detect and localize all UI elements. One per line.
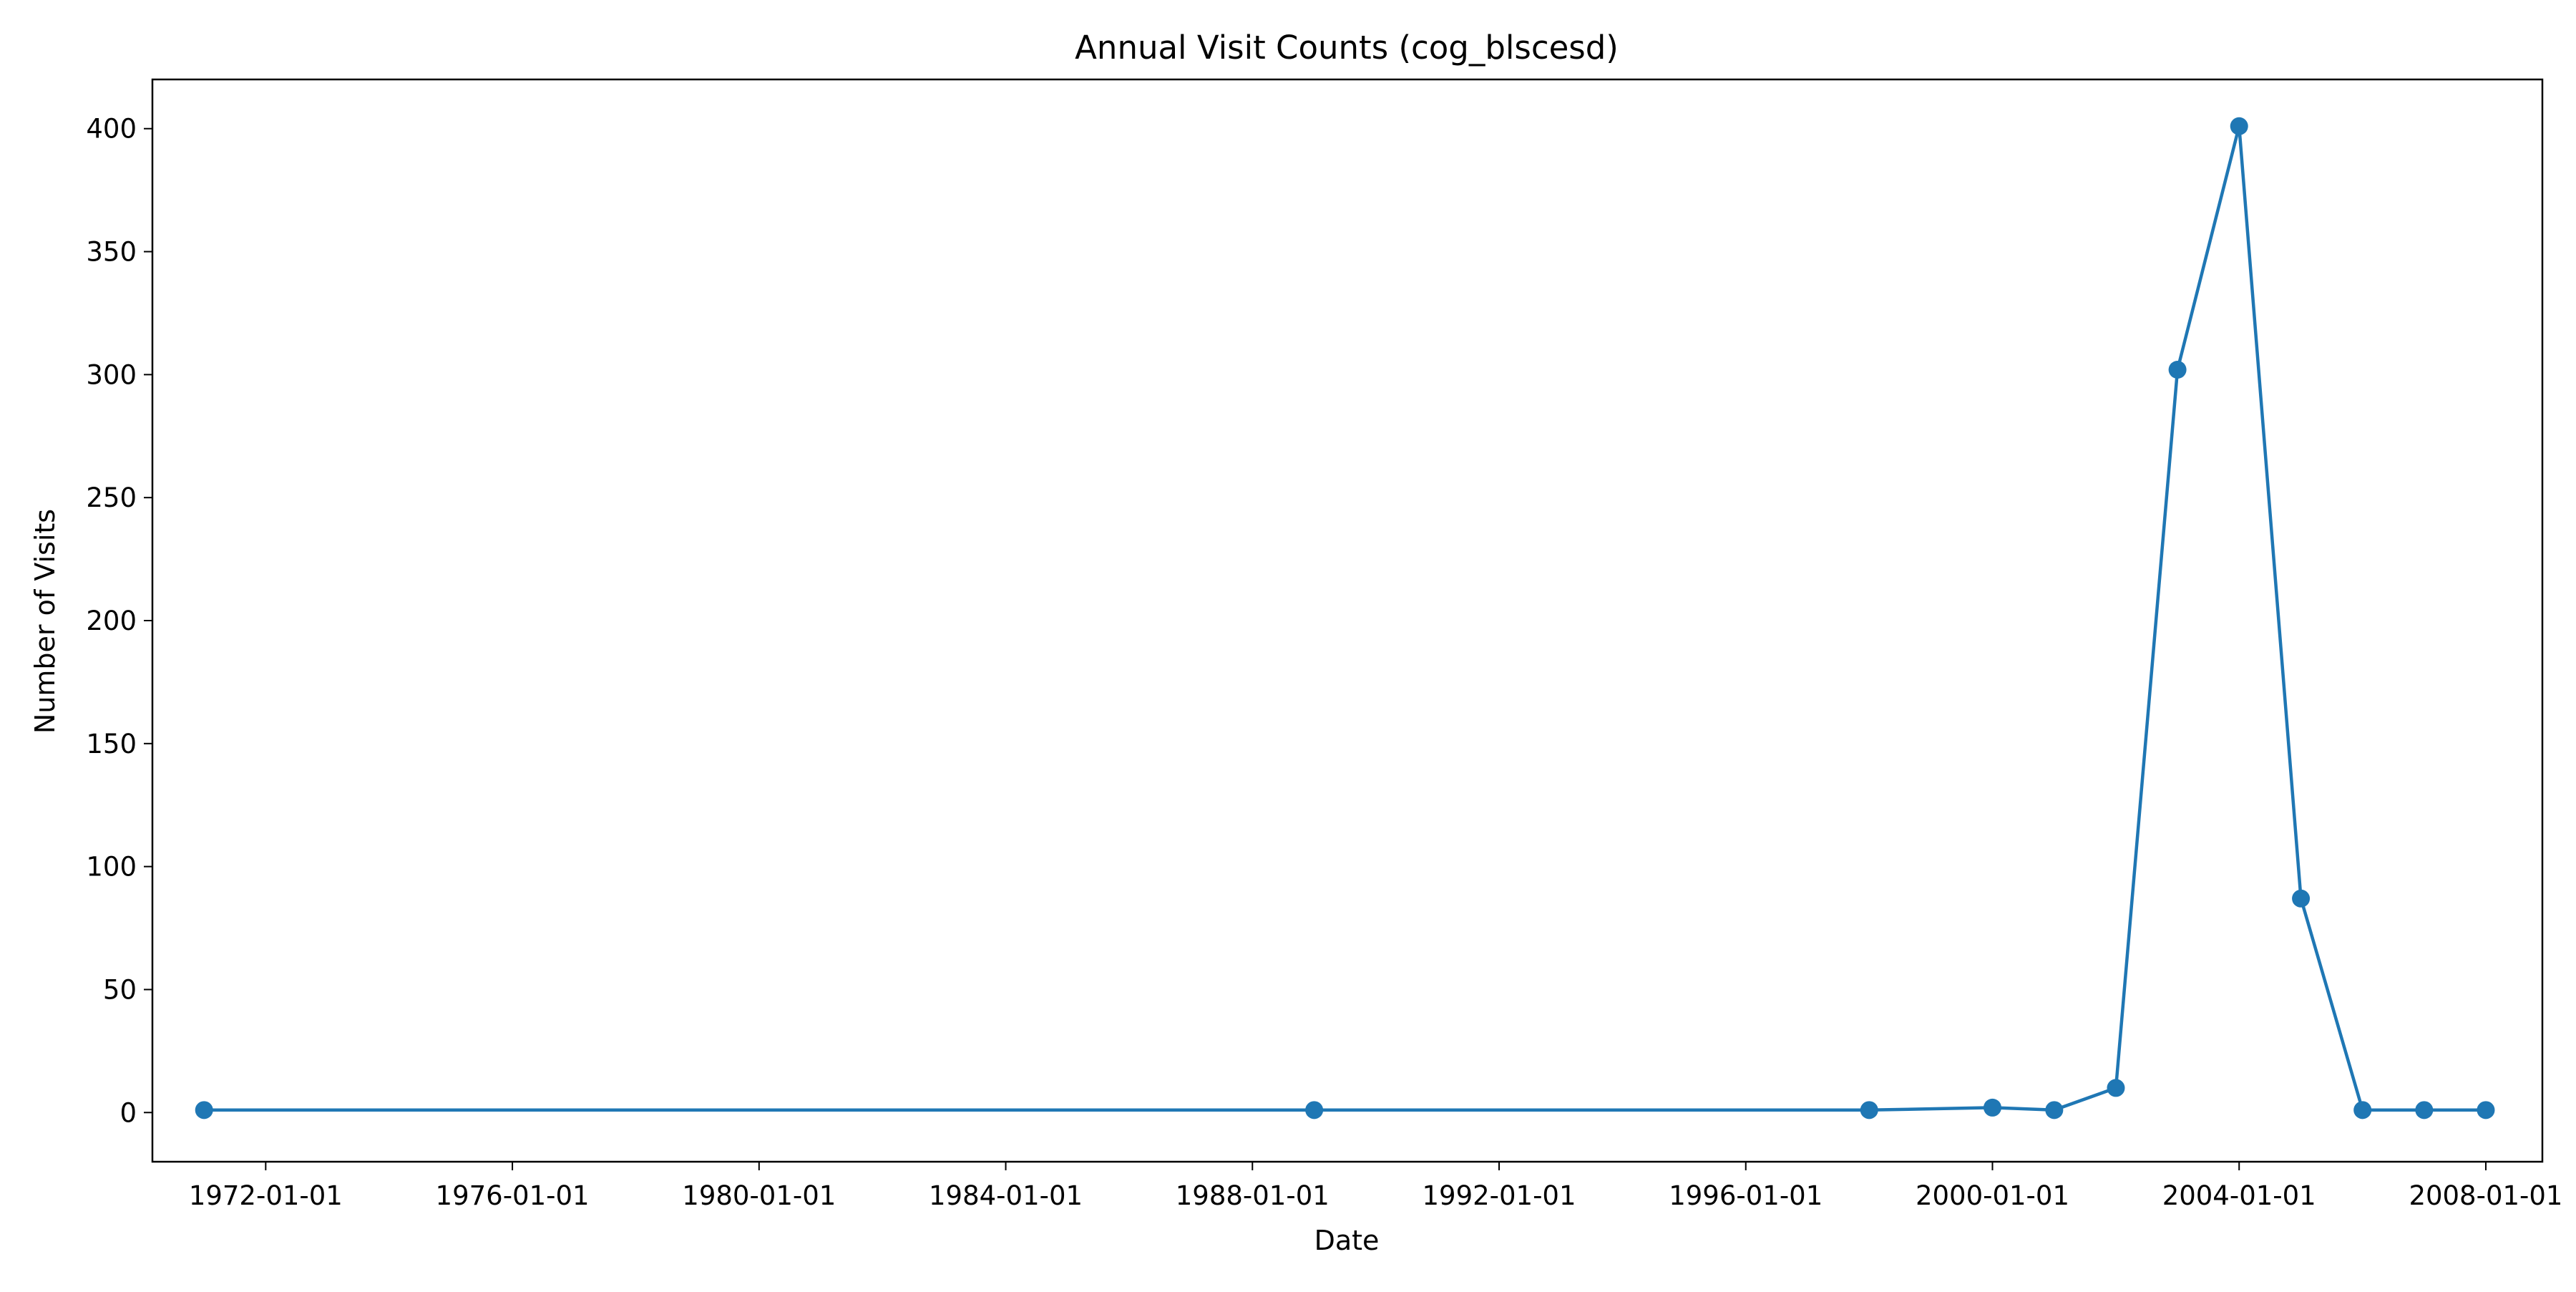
series-line: [204, 125, 2486, 1112]
x-tick-label: 2004-01-01: [2162, 1180, 2316, 1211]
x-tick-label: 1972-01-01: [189, 1180, 343, 1211]
data-point: [2107, 1079, 2125, 1097]
data-point: [1983, 1098, 2001, 1117]
x-tick-label: 1984-01-01: [929, 1180, 1083, 1211]
y-tick-label: 350: [86, 237, 137, 268]
data-point: [2230, 117, 2248, 135]
x-axis-label: Date: [1314, 1225, 1380, 1256]
x-tick-label: 1980-01-01: [682, 1180, 836, 1211]
chart-title: Annual Visit Counts (cog_blscesd): [1075, 29, 1619, 67]
data-point: [1860, 1101, 1878, 1119]
x-tick-label: 1988-01-01: [1176, 1180, 1330, 1211]
y-tick-label: 150: [86, 729, 137, 759]
data-point: [2168, 360, 2187, 379]
y-axis-label: Number of Visits: [29, 509, 61, 734]
data-point: [2477, 1101, 2495, 1119]
data-point: [1305, 1101, 1324, 1119]
data-point: [2415, 1101, 2434, 1119]
data-point: [195, 1101, 213, 1119]
data-point: [2045, 1101, 2064, 1119]
x-tick-label: 1976-01-01: [436, 1180, 590, 1211]
y-tick-label: 0: [119, 1097, 137, 1128]
x-tick-label: 2008-01-01: [2409, 1180, 2562, 1211]
y-tick-label: 250: [86, 482, 137, 513]
data-point: [2292, 889, 2311, 908]
x-tick-label: 2000-01-01: [1916, 1180, 2069, 1211]
y-tick-label: 50: [103, 974, 137, 1005]
plot-area: 0 50 100 150 200 250 300 350 400 1972-01-01 1976-0…: [86, 78, 2562, 1211]
y-tick-label: 100: [86, 852, 137, 883]
y-tick-label: 300: [86, 359, 137, 390]
y-tick-label: 400: [86, 114, 137, 145]
x-tick-label: 1992-01-01: [1422, 1180, 1576, 1211]
y-tick-label: 200: [86, 606, 137, 636]
data-point: [2353, 1101, 2372, 1119]
x-tick-label: 1996-01-01: [1669, 1180, 1823, 1211]
